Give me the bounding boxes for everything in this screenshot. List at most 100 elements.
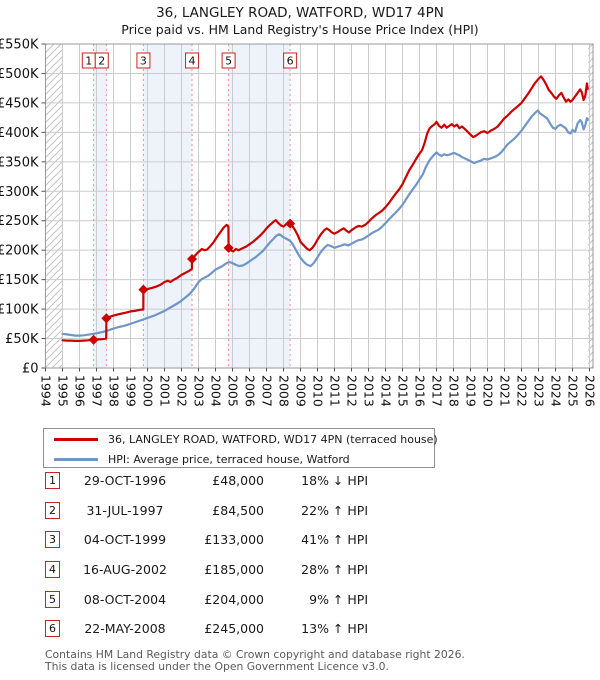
ownership-band	[143, 44, 193, 368]
sale-marker-diamond	[88, 334, 99, 345]
no-data-hatch	[45, 44, 63, 368]
y-axis-label: £150K	[0, 273, 39, 288]
x-axis-label: 1996	[73, 375, 88, 407]
x-axis-label: 2018	[447, 375, 462, 407]
y-axis-label: £200K	[0, 244, 39, 259]
hpi-line-swatch	[54, 457, 98, 461]
x-axis-label: 2001	[158, 375, 173, 407]
y-axis-label: £100K	[0, 303, 39, 318]
x-axis-label: 2013	[362, 375, 377, 407]
transaction-row: 2 31-JUL-1997 £84,500 22% ↑ HPI	[0, 496, 600, 526]
sale-number-label: 2	[98, 55, 105, 68]
transaction-number-badge: 1	[45, 472, 60, 490]
transaction-price: £185,000	[204, 562, 264, 578]
x-axis-label: 2012	[345, 375, 360, 407]
x-axis-label: 2020	[481, 375, 496, 407]
footer-line-2: This data is licensed under the Open Gov…	[45, 659, 389, 673]
y-axis-label: £0	[22, 362, 39, 377]
footer-line-1: Contains HM Land Registry data © Crown c…	[45, 648, 465, 661]
x-axis-label: 2026	[583, 375, 598, 407]
x-axis-label: 2005	[226, 375, 241, 407]
price-line-swatch	[54, 437, 98, 441]
transaction-hpi-delta: 41% ↑ HPI	[301, 532, 368, 548]
x-axis-label: 2003	[192, 375, 207, 407]
no-data-hatch	[588, 44, 593, 368]
transaction-date: 31-JUL-1997	[86, 502, 164, 518]
sale-number-box	[185, 52, 200, 69]
legend-item-hpi: HPI: Average price, terraced house, Watf…	[44, 449, 434, 469]
transaction-row: 5 08-OCT-2004 £204,000 9% ↑ HPI	[0, 584, 600, 614]
x-axis-label: 2014	[379, 375, 394, 407]
x-axis-label: 1999	[124, 375, 139, 407]
ownership-band	[228, 44, 291, 368]
transaction-number-badge: 3	[45, 531, 60, 549]
x-axis-label: 1998	[107, 375, 122, 407]
transaction-hpi-delta: 13% ↑ HPI	[301, 621, 368, 637]
sale-number-box	[221, 52, 236, 69]
transaction-price: £48,000	[212, 473, 264, 489]
transaction-row: 4 16-AUG-2002 £185,000 28% ↑ HPI	[0, 555, 600, 585]
transaction-number-badge: 4	[45, 561, 60, 579]
sale-number-box	[94, 52, 109, 69]
chart-legend: 36, LANGLEY ROAD, WATFORD, WD17 4PN (ter…	[43, 428, 438, 469]
sale-number-box	[283, 52, 298, 69]
transaction-date: 16-AUG-2002	[83, 562, 167, 578]
transaction-price: £245,000	[204, 621, 264, 637]
x-axis-label: 1997	[90, 375, 105, 407]
hpi-line	[61, 109, 589, 337]
x-axis-label: 2015	[396, 375, 411, 407]
x-axis-label: 2000	[141, 375, 156, 407]
transaction-price: £84,500	[212, 502, 264, 518]
x-axis-label: 1994	[39, 375, 54, 407]
legend-item-price: 36, LANGLEY ROAD, WATFORD, WD17 4PN (ter…	[44, 429, 438, 449]
x-axis-label: 2010	[311, 375, 326, 407]
price-chart: 1 2 3 4 5 6 £0 £50K £100K £150K £200K £250K £300K £35…	[0, 38, 598, 407]
x-axis-label: 2007	[260, 375, 275, 407]
x-axis-label: 2022	[515, 375, 530, 407]
y-axis-label: £50K	[5, 332, 39, 347]
sale-number-box	[136, 52, 151, 69]
sale-marker-diamond	[187, 254, 198, 265]
x-axis-label: 2016	[413, 375, 428, 407]
x-axis-label: 2011	[328, 375, 343, 407]
x-axis-label: 2025	[566, 375, 581, 407]
page-title: 36, LANGLEY ROAD, WATFORD, WD17 4PN	[156, 5, 444, 21]
sale-number-label: 1	[85, 55, 92, 68]
x-axis-label: 2023	[532, 375, 547, 407]
transaction-row: 3 04-OCT-1999 £133,000 41% ↑ HPI	[0, 525, 600, 555]
transaction-number-badge: 6	[45, 620, 60, 638]
transaction-date: 04-OCT-1999	[83, 532, 167, 548]
sale-number-label: 4	[189, 55, 196, 68]
x-axis-label: 2017	[430, 375, 445, 407]
sale-number-label: 6	[287, 55, 294, 68]
x-axis-label: 2009	[294, 375, 309, 407]
y-axis-label: £300K	[0, 185, 39, 200]
footer: Contains HM Land Registry data © Crown c…	[45, 649, 600, 672]
transaction-hpi-delta: 22% ↑ HPI	[301, 502, 368, 518]
y-axis-label: £450K	[0, 96, 39, 111]
sale-marker-diamond	[285, 218, 296, 229]
x-axis-label: 2024	[549, 375, 564, 407]
x-axis-label: 1995	[56, 375, 71, 407]
transaction-date: 22-MAY-2008	[84, 621, 166, 637]
transaction-price: £204,000	[204, 591, 264, 607]
sale-number-label: 5	[225, 55, 232, 68]
y-axis-label: £400K	[0, 126, 39, 141]
transaction-price: £133,000	[204, 532, 264, 548]
x-axis-label: 2008	[277, 375, 292, 407]
sale-number-label: 3	[140, 55, 147, 68]
sale-marker-diamond	[101, 313, 112, 324]
legend-label-price: 36, LANGLEY ROAD, WATFORD, WD17 4PN (ter…	[108, 432, 438, 446]
sale-marker-diamond	[138, 284, 149, 295]
y-axis-label: £500K	[0, 67, 39, 82]
transaction-hpi-delta: 9% ↑ HPI	[309, 591, 368, 607]
transactions-table: 1 29-OCT-1996 £48,000 18% ↓ HPI 2 31-JUL-1997…	[0, 466, 600, 644]
price-paid-line	[61, 75, 589, 342]
x-axis-label: 2002	[175, 375, 190, 407]
y-axis-label: £550K	[0, 38, 39, 53]
transaction-row: 6 22-MAY-2008 £245,000 13% ↑ HPI	[0, 614, 600, 644]
sale-marker-diamond	[223, 242, 234, 253]
x-axis-label: 2019	[464, 375, 479, 407]
transaction-number-badge: 5	[45, 590, 60, 608]
